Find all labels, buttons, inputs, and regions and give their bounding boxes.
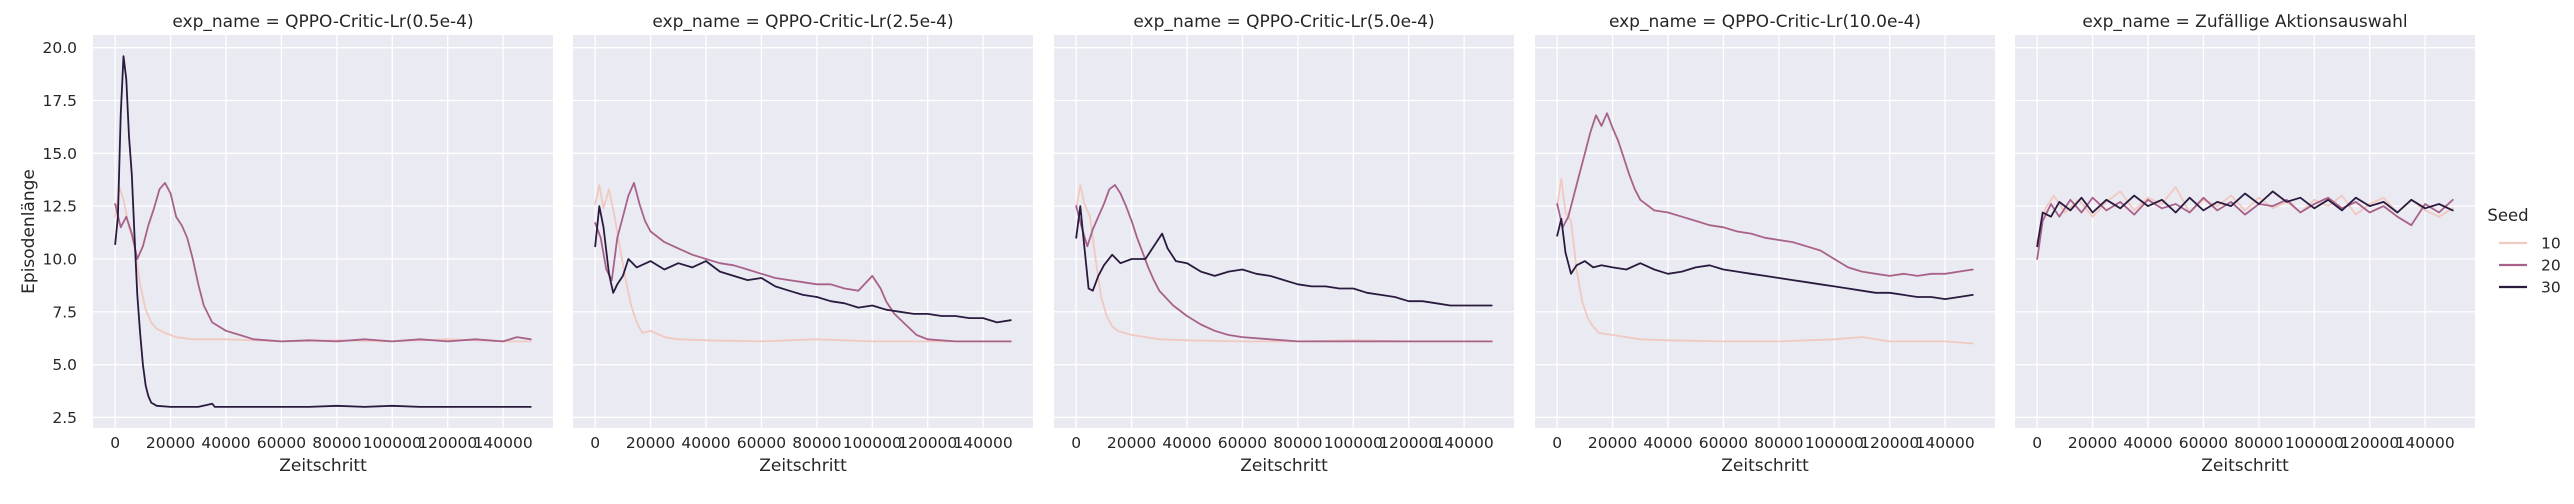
x-tick-label: 140000 <box>1435 434 1494 452</box>
x-tick-label: 100000 <box>2285 434 2344 452</box>
x-tick-label: 20000 <box>626 434 675 452</box>
x-tick-label: 120000 <box>418 434 477 452</box>
legend-title: Seed <box>2487 206 2528 225</box>
x-tick-label: 100000 <box>1805 434 1864 452</box>
x-tick-label: 140000 <box>1916 434 1975 452</box>
x-tick-label: 120000 <box>1860 434 1919 452</box>
series-line-seed-20 <box>114 182 532 343</box>
facet-panel-2: exp_name = QPPO-Critic-Lr(2.5e-4) 0 20000 4… <box>573 12 1033 476</box>
series-line-seed-10 <box>1556 177 1974 345</box>
y-tick-label: 10.0 <box>42 250 77 268</box>
x-tick-label: 20000 <box>2068 434 2117 452</box>
x-axis-label: Zeitschritt <box>759 456 847 476</box>
x-tick-label: 60000 <box>737 434 786 452</box>
panel-title: exp_name = QPPO-Critic-Lr(0.5e-4) <box>172 12 473 32</box>
legend-label-seed-30: 30 <box>2541 279 2561 297</box>
y-tick-label: 5.0 <box>52 356 77 374</box>
x-tick-label: 60000 <box>2179 434 2228 452</box>
plot-background <box>2015 35 2475 428</box>
x-tick-label: 0 <box>2032 434 2042 452</box>
x-tick-label: 80000 <box>1754 434 1803 452</box>
x-tick-label: 120000 <box>898 434 957 452</box>
x-axis-label: Zeitschritt <box>279 456 367 476</box>
x-tick-label: 100000 <box>843 434 902 452</box>
panel-title: exp_name = QPPO-Critic-Lr(10.0e-4) <box>1609 12 1921 32</box>
x-tick-label: 60000 <box>1218 434 1267 452</box>
x-tick-label: 40000 <box>201 434 250 452</box>
y-axis-label: Episodenlänge <box>19 169 39 294</box>
panel-title: exp_name = Zufällige Aktionsauswahl <box>2082 12 2407 32</box>
facet-panel-4: exp_name = QPPO-Critic-Lr(10.0e-4) 0 20000… <box>1535 12 1995 476</box>
y-tick-label: 17.5 <box>42 92 77 110</box>
x-tick-label: 140000 <box>954 434 1013 452</box>
series-line-seed-30 <box>1556 217 1974 300</box>
x-tick-label: 20000 <box>1588 434 1637 452</box>
series-line-seed-20 <box>594 182 1012 343</box>
x-tick-label: 140000 <box>2396 434 2455 452</box>
y-tick-label: 7.5 <box>52 303 77 321</box>
x-axis-label: Zeitschritt <box>2201 456 2289 476</box>
x-tick-label: 20000 <box>1107 434 1156 452</box>
x-tick-label: 140000 <box>474 434 533 452</box>
panel-title: exp_name = QPPO-Critic-Lr(2.5e-4) <box>652 12 953 32</box>
y-tick-label: 2.5 <box>52 409 77 427</box>
series-line-seed-20 <box>1075 184 1493 343</box>
panel-title: exp_name = QPPO-Critic-Lr(5.0e-4) <box>1133 12 1434 32</box>
series-line-seed-20 <box>1556 112 1974 277</box>
series-line-seed-10 <box>1075 184 1493 343</box>
x-tick-label: 40000 <box>2123 434 2172 452</box>
x-tick-label: 0 <box>110 434 120 452</box>
legend-label-seed-20: 20 <box>2541 257 2561 275</box>
x-tick-label: 0 <box>590 434 600 452</box>
facet-panel-3: exp_name = QPPO-Critic-Lr(5.0e-4) 0 20000 4… <box>1054 12 1514 476</box>
x-tick-label: 100000 <box>363 434 422 452</box>
series-line-seed-30 <box>594 205 1012 324</box>
series-line-seed-30 <box>1075 205 1493 307</box>
plot-background <box>1535 35 1995 428</box>
x-tick-label: 40000 <box>1162 434 1211 452</box>
series-line-seed-10 <box>2036 186 2454 243</box>
legend-label-seed-10: 10 <box>2541 235 2561 253</box>
x-tick-label: 0 <box>1071 434 1081 452</box>
x-tick-label: 20000 <box>146 434 195 452</box>
x-tick-label: 60000 <box>257 434 306 452</box>
x-tick-label: 120000 <box>1379 434 1438 452</box>
legend: Seed 10 20 30 <box>2487 206 2560 297</box>
plot-background <box>573 35 1033 428</box>
plot-background <box>93 35 553 428</box>
facet-panel-1: exp_name = QPPO-Critic-Lr(0.5e-4) 0 20000 4… <box>19 12 553 476</box>
series-line-seed-30 <box>114 55 532 408</box>
x-axis-label: Zeitschritt <box>1240 456 1328 476</box>
x-tick-label: 120000 <box>2340 434 2399 452</box>
x-tick-label: 80000 <box>2234 434 2283 452</box>
plot-background <box>1054 35 1514 428</box>
x-tick-label: 40000 <box>681 434 730 452</box>
series-line-seed-30 <box>2036 190 2454 248</box>
y-tick-label: 20.0 <box>42 39 77 57</box>
y-tick-label: 12.5 <box>42 198 77 216</box>
x-tick-label: 80000 <box>792 434 841 452</box>
x-tick-label: 40000 <box>1643 434 1692 452</box>
series-line-seed-20 <box>2036 196 2454 260</box>
y-tick-label: 15.0 <box>42 145 77 163</box>
x-axis-label: Zeitschritt <box>1721 456 1809 476</box>
x-tick-label: 0 <box>1552 434 1562 452</box>
x-tick-label: 60000 <box>1699 434 1748 452</box>
x-tick-label: 80000 <box>312 434 361 452</box>
facet-panel-5: exp_name = Zufällige Aktionsauswahl 0 2000… <box>2015 12 2475 476</box>
series-line-seed-10 <box>594 184 1012 343</box>
x-tick-label: 100000 <box>1324 434 1383 452</box>
x-tick-label: 80000 <box>1273 434 1322 452</box>
